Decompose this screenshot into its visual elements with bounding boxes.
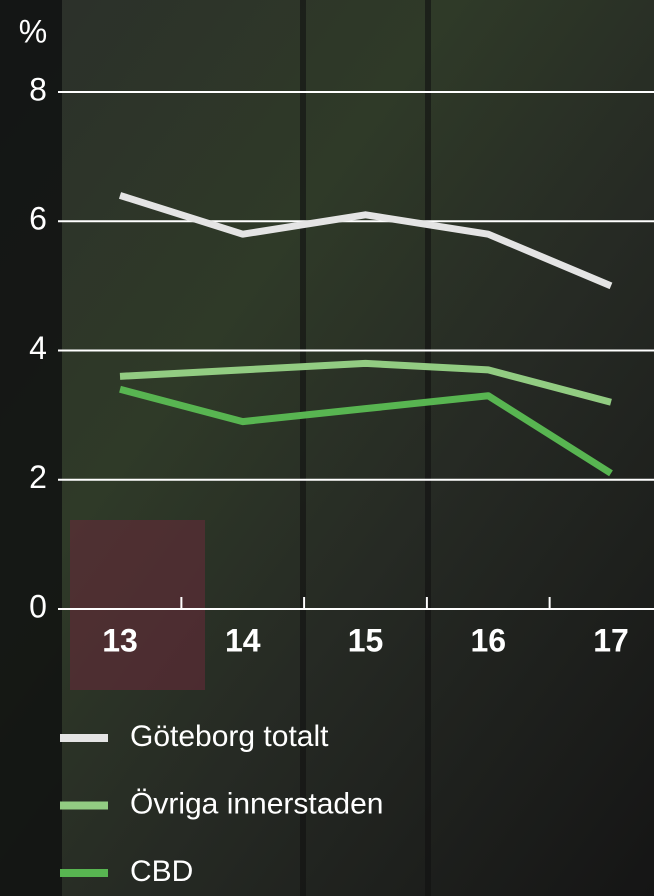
background-poster [70,520,205,690]
y-unit: % [19,13,47,49]
x-tick-label: 16 [470,622,506,658]
x-tick-label: 14 [225,622,261,658]
y-tick-label: 8 [29,71,47,107]
x-tick-label: 15 [348,622,384,658]
series-line [119,385,613,477]
y-tick-label: 4 [29,330,47,366]
legend-label: Övriga innerstaden [130,787,383,820]
background-pillar [0,0,62,896]
x-tick-label: 13 [102,622,138,658]
legend-label: Göteborg totalt [130,720,329,753]
background-frame [300,0,306,896]
series-line [119,359,612,406]
series-line [118,192,613,290]
y-tick-label: 2 [29,459,47,495]
x-tick-label: 17 [593,622,629,658]
y-tick-label: 6 [29,201,47,237]
legend-label: CBD [130,855,193,888]
background-frame [425,0,431,896]
y-tick-label: 0 [29,588,47,624]
